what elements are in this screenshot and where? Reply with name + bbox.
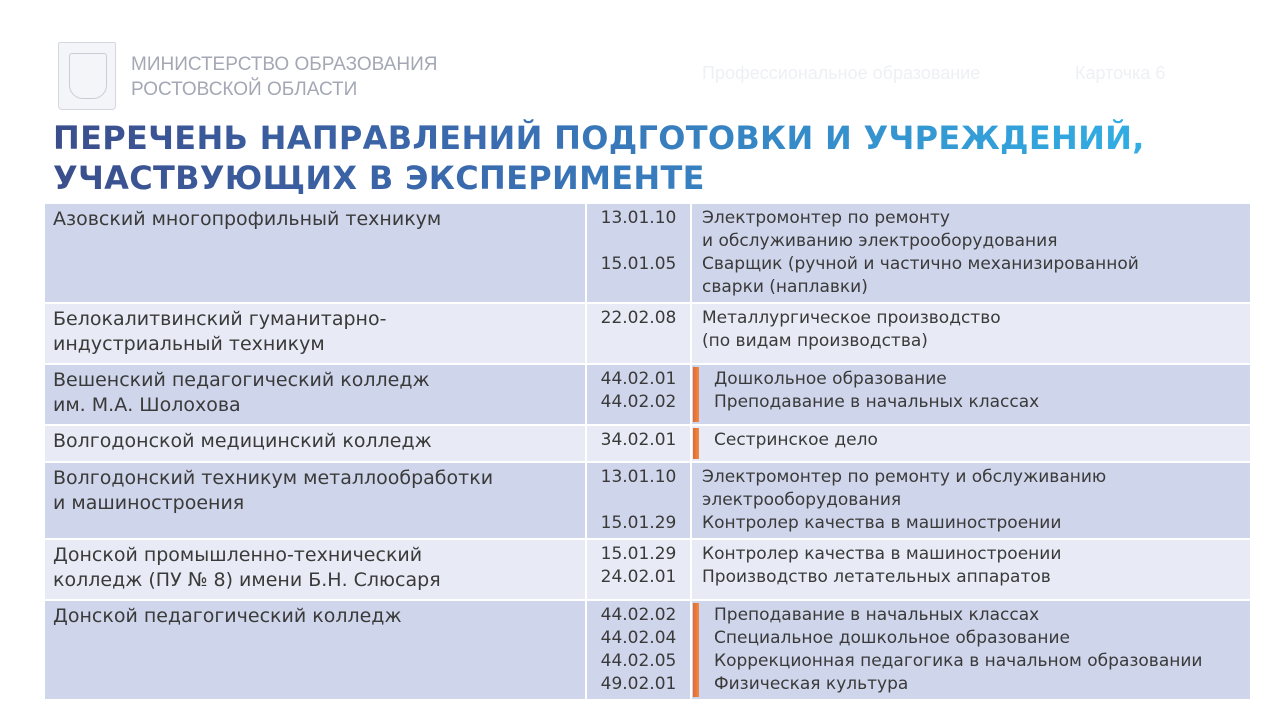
code-cell-line: 15.01.05	[600, 254, 677, 274]
program-cell: Электромонтер по ремонту и обслуживанию э…	[690, 202, 1252, 304]
code-cell-line: 15.01.29	[600, 513, 677, 533]
program-cell-line: Металлургическое производство	[702, 308, 1001, 328]
institution-cell-line: Белокалитвинский гуманитарно-	[53, 308, 387, 330]
program-cell: Сестринское дело	[690, 424, 1252, 463]
table-row: Волгодонский техникум металлообработки и …	[43, 461, 1252, 540]
table-row: Азовский многопрофильный техникум 13.01.1…	[43, 202, 1252, 304]
institution-cell-line: им. М.А. Шолохова	[53, 394, 241, 416]
institution-cell-line: Волгодонской медицинский колледж	[53, 430, 432, 452]
card-label: Карточка 6	[1075, 63, 1166, 83]
program-cell: Преподавание в начальных классах Специаль…	[690, 599, 1252, 701]
program-cell-line: Физическая культура	[714, 674, 909, 694]
accent-bar	[693, 603, 699, 697]
program-cell-line: сварки (наплавки)	[702, 277, 868, 297]
ministry-line-2: РОСТОВСКОЙ ОБЛАСТИ	[131, 79, 358, 100]
code-cell-line: 24.02.01	[600, 567, 677, 587]
code-cell-line: 13.01.10	[600, 467, 677, 487]
institution-cell-line: Донской промышленно-технический	[53, 544, 423, 566]
institution-cell-line: Азовский многопрофильный техникум	[53, 208, 442, 230]
code-cell: 13.01.10 15.01.05	[585, 202, 692, 304]
code-cell-line: 34.02.01	[600, 430, 677, 450]
code-cell-line: 44.02.02	[600, 605, 677, 625]
program-cell: Электромонтер по ремонту и обслуживанию э…	[690, 461, 1252, 540]
code-cell-line	[591, 489, 686, 512]
code-cell: 44.02.02 44.02.04 44.02.05 49.02.01	[585, 599, 692, 701]
table-row: Донской промышленно-технический колледж (…	[43, 538, 1252, 601]
institution-cell: Белокалитвинский гуманитарно-индустриаль…	[43, 302, 587, 365]
institution-cell-line: Волгодонский техникум металлообработки	[53, 467, 494, 489]
code-cell: 34.02.01	[585, 424, 692, 463]
table-row: Волгодонской медицинский колледж 34.02.01…	[43, 424, 1252, 463]
accent-bar	[693, 367, 699, 422]
table-row: Вешенский педагогический колледж им. М.А.…	[43, 363, 1252, 426]
institution-cell-line: индустриальный техникум	[53, 333, 325, 355]
program-cell-line: Преподавание в начальных классах	[714, 392, 1040, 412]
institution-cell: Донской промышленно-технический колледж (…	[43, 538, 587, 601]
institution-cell-line: Вешенский педагогический колледж	[53, 369, 430, 391]
page-title: ПЕРЕЧЕНЬ НАПРАВЛЕНИЙ ПОДГОТОВКИ И УЧРЕЖД…	[53, 118, 1145, 198]
program-cell-line: Контролер качества в машиностроении	[702, 513, 1062, 533]
institution-cell-line: Донской педагогический колледж	[53, 605, 402, 627]
institution-cell: Донской педагогический колледж	[43, 599, 587, 701]
code-cell-line: 44.02.01	[600, 369, 677, 389]
table-row: Донской педагогический колледж 44.02.02 44…	[43, 599, 1252, 701]
section-label: Профессиональное образование	[702, 63, 981, 83]
code-cell-line: 49.02.01	[600, 674, 677, 694]
program-cell-line: (по видам производства)	[702, 331, 928, 351]
program-cell-line: Сварщик (ручной и частично механизирован…	[702, 254, 1139, 274]
ministry-line-1: МИНИСТЕРСТВО ОБРАЗОВАНИЯ	[131, 54, 438, 75]
institution-cell-line: и машиностроения	[53, 492, 245, 514]
coat-of-arms-logo	[58, 42, 116, 110]
ministry-name: МИНИСТЕРСТВО ОБРАЗОВАНИЯ РОСТОВСКОЙ ОБЛА…	[131, 52, 437, 102]
code-cell-line: 22.02.08	[600, 308, 677, 328]
code-cell: 13.01.10 15.01.29	[585, 461, 692, 540]
accent-bar	[693, 428, 699, 459]
program-cell-line: Контролер качества в машиностроении	[702, 544, 1062, 564]
code-cell-line: 13.01.10	[600, 208, 677, 228]
program-cell-line: Дошкольное образование	[714, 369, 947, 389]
institution-cell: Волгодонский техникум металлообработки и …	[43, 461, 587, 540]
program-cell-line: Электромонтер по ремонту	[702, 208, 950, 228]
code-cell-line: 15.01.29	[600, 544, 677, 564]
program-cell: Металлургическое производство (по видам п…	[690, 302, 1252, 365]
program-cell-line: Преподавание в начальных классах	[714, 605, 1040, 625]
code-cell-line: 44.02.04	[600, 628, 677, 648]
program-cell: Дошкольное образование Преподавание в нач…	[690, 363, 1252, 426]
institution-cell-line: колледж (ПУ № 8) имени Б.Н. Слюсаря	[53, 569, 441, 591]
institution-cell: Волгодонской медицинский колледж	[43, 424, 587, 463]
program-cell: Контролер качества в машиностроении Произ…	[690, 538, 1252, 601]
institution-cell: Вешенский педагогический колледж им. М.А.…	[43, 363, 587, 426]
institutions-table: Азовский многопрофильный техникум 13.01.1…	[43, 202, 1252, 701]
institution-cell: Азовский многопрофильный техникум	[43, 202, 587, 304]
code-cell-line	[591, 230, 686, 253]
title-line-2: УЧАСТВУЮЩИХ В ЭКСПЕРИМЕНТЕ	[53, 159, 705, 197]
program-cell-line: Электромонтер по ремонту и обслуживанию	[702, 467, 1107, 487]
program-cell-line: Производство летательных аппаратов	[702, 567, 1051, 587]
code-cell: 22.02.08	[585, 302, 692, 365]
title-line-1: ПЕРЕЧЕНЬ НАПРАВЛЕНИЙ ПОДГОТОВКИ И УЧРЕЖД…	[53, 119, 1145, 157]
program-cell-line: Сестринское дело	[714, 430, 878, 450]
program-cell-line: электрооборудования	[702, 490, 902, 510]
code-cell: 44.02.01 44.02.02	[585, 363, 692, 426]
program-cell-line: и обслуживанию электрооборудования	[702, 231, 1058, 251]
code-cell-line: 44.02.05	[600, 651, 677, 671]
code-cell-line: 44.02.02	[600, 392, 677, 412]
program-cell-line: Коррекционная педагогика в начальном обр…	[714, 651, 1203, 671]
code-cell: 15.01.29 24.02.01	[585, 538, 692, 601]
program-cell-line: Специальное дошкольное образование	[714, 628, 1070, 648]
table-row: Белокалитвинский гуманитарно-индустриаль…	[43, 302, 1252, 365]
